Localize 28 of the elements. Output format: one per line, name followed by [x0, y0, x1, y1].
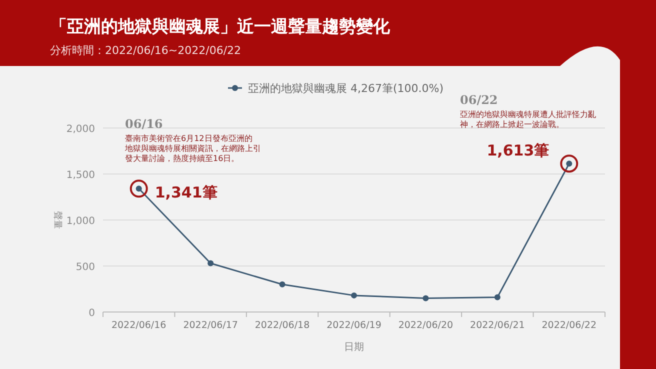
text: 06/22 [460, 93, 498, 107]
annotation: 1,613筆 [486, 142, 550, 160]
point [422, 295, 429, 302]
point [494, 294, 500, 300]
annotation: 臺南市美術管在6月12日發布亞洲的地獄與幽魂特展相關資訊，在網路上引發大量討論，熱度持續至16日。 [124, 134, 261, 163]
y-tick-label: 1,000 [66, 216, 95, 227]
annotation: 06/16 [125, 117, 163, 131]
chart-title: 「亞洲的地獄與幽魂展」近一週聲量趨勢變化 [50, 17, 391, 37]
x-tick-label: 2022/06/17 [183, 320, 238, 331]
y-tick-label: 500 [76, 262, 95, 273]
y-tick-label: 1,500 [66, 170, 95, 181]
x-tick-label: 2022/06/16 [111, 320, 166, 331]
legend: 亞洲的地獄與幽魂展 4,267筆(100.0%) [228, 82, 444, 95]
point [208, 260, 214, 266]
x-tick-label: 2022/06/19 [326, 320, 382, 331]
y-tick-label: 2,000 [66, 124, 95, 135]
x-tick-label: 2022/06/21 [470, 320, 525, 331]
y-axis-title: 聲量 [52, 211, 63, 229]
x-tick-label: 2022/06/22 [542, 320, 597, 331]
x-tick-label: 2022/06/18 [254, 320, 310, 331]
chart-subtitle: 分析時間：2022/06/16~2022/06/22 [50, 44, 242, 57]
x-tick-label: 2022/06/20 [398, 320, 454, 331]
annotation: 亞洲的地獄與幽魂特展遭人批評怪力亂神，在網路上掀起一波論戰。 [460, 110, 596, 129]
x-axis-title: 日期 [344, 341, 364, 353]
point [279, 281, 286, 288]
point [351, 292, 357, 298]
y-tick-label: 0 [88, 308, 95, 319]
annotation: 1,341筆 [154, 184, 218, 202]
